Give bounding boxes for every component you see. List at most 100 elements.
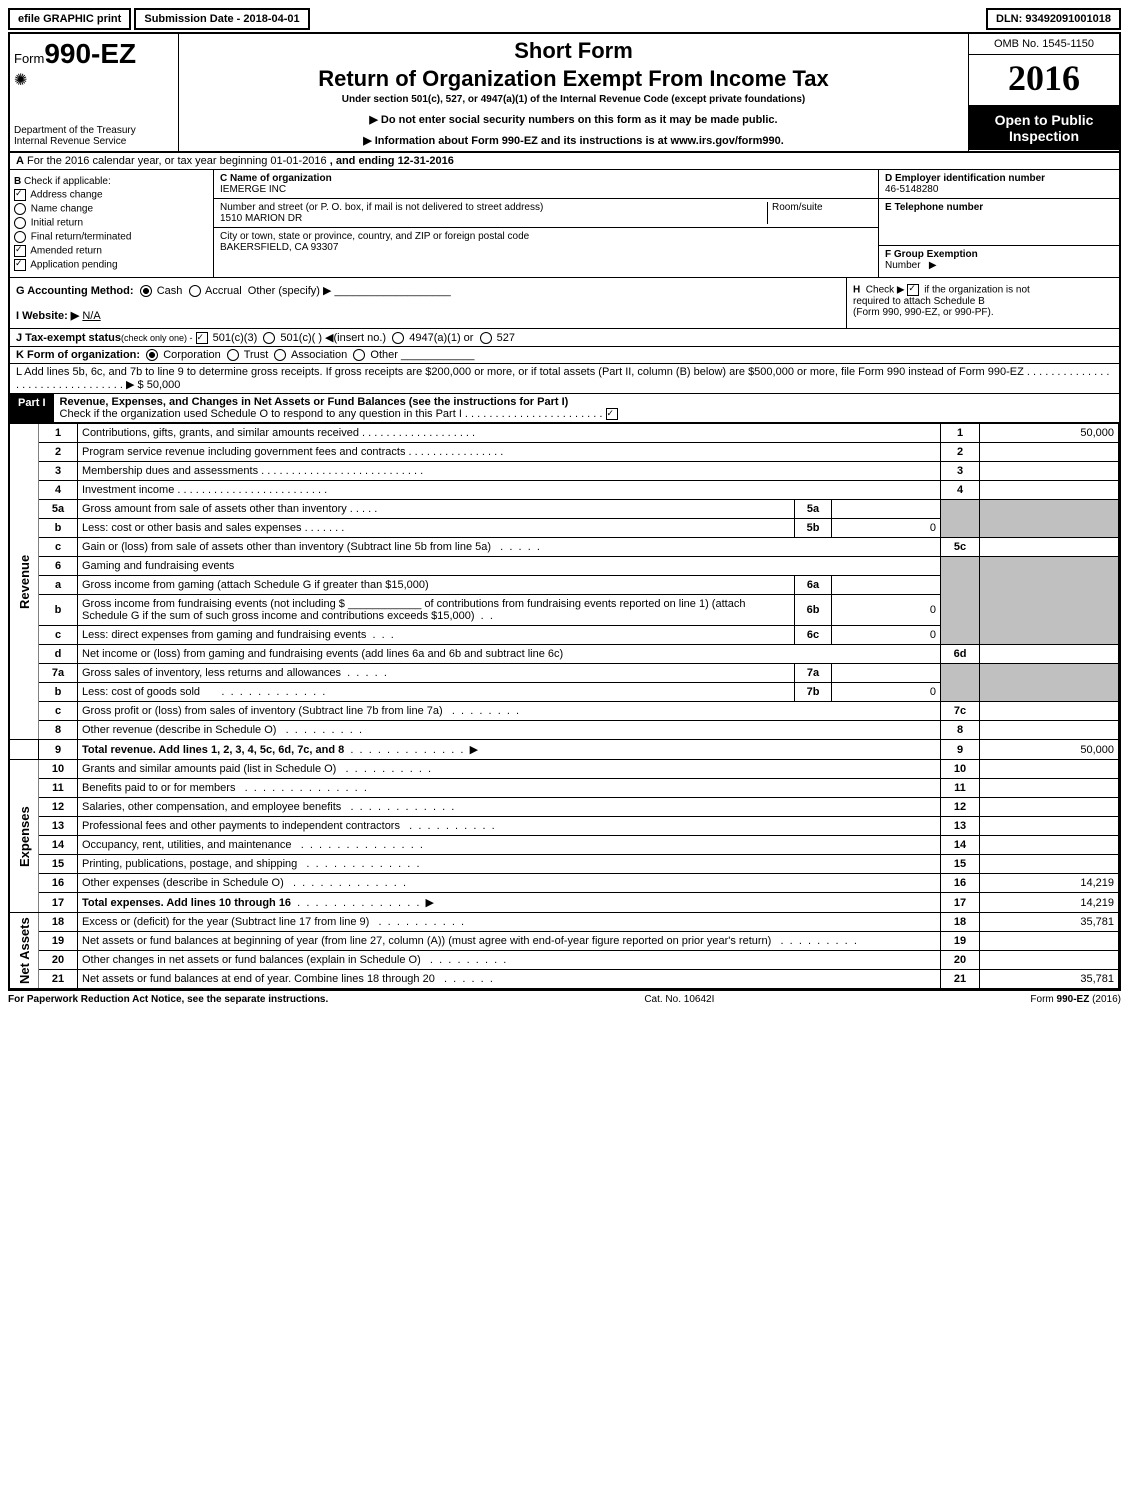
radio-accrual[interactable] bbox=[189, 285, 201, 297]
checkbox-final-return[interactable] bbox=[14, 231, 26, 243]
cb-other[interactable] bbox=[353, 349, 365, 361]
checkbox-amended-return[interactable] bbox=[14, 245, 26, 257]
l6-num: 6 bbox=[39, 557, 78, 576]
l5c-num: c bbox=[39, 538, 78, 557]
l10-desc: Grants and similar amounts paid (list in… bbox=[82, 763, 336, 775]
l8-desc: Other revenue (describe in Schedule O) bbox=[82, 724, 276, 736]
open-to-public: Open to Public Inspection bbox=[969, 106, 1119, 150]
l8-val bbox=[980, 721, 1119, 740]
l6b-num: b bbox=[39, 595, 78, 626]
l2-val bbox=[980, 443, 1119, 462]
l-text: L Add lines 5b, 6c, and 7b to line 9 to … bbox=[16, 366, 1024, 378]
j-o1: 501(c)(3) bbox=[213, 332, 258, 344]
l6b-sv: 0 bbox=[832, 595, 941, 626]
main-title: Return of Organization Exempt From Incom… bbox=[187, 66, 960, 92]
g-other: Other (specify) ▶ bbox=[248, 285, 332, 297]
open-line2: Inspection bbox=[971, 128, 1117, 144]
k-label: K Form of organization: bbox=[16, 349, 140, 361]
tax-year: 2016 bbox=[969, 55, 1119, 106]
l16-num: 16 bbox=[39, 874, 78, 893]
form-prefix: Form bbox=[14, 51, 44, 66]
l7b-num: b bbox=[39, 683, 78, 702]
checkbox-address-change[interactable] bbox=[14, 189, 26, 201]
part1-badge: Part I bbox=[10, 394, 54, 422]
l20-val bbox=[980, 951, 1119, 970]
l13-desc: Professional fees and other payments to … bbox=[82, 820, 400, 832]
l6a-sn: 6a bbox=[795, 576, 832, 595]
lines-table: Revenue 1 Contributions, gifts, grants, … bbox=[10, 423, 1119, 989]
a-ending: , and ending 12-31-2016 bbox=[330, 155, 454, 167]
l4-num: 4 bbox=[39, 481, 78, 500]
header-center: Short Form Return of Organization Exempt… bbox=[179, 34, 968, 151]
cb-4947[interactable] bbox=[392, 332, 404, 344]
opt-name-change: Name change bbox=[31, 204, 93, 215]
l6a-sv bbox=[832, 576, 941, 595]
l6d-desc: Net income or (loss) from gaming and fun… bbox=[82, 648, 563, 660]
l7-shaded bbox=[941, 664, 980, 702]
open-line1: Open to Public bbox=[971, 112, 1117, 128]
header-right: OMB No. 1545-1150 2016 Open to Public In… bbox=[968, 34, 1119, 151]
l19-desc: Net assets or fund balances at beginning… bbox=[82, 935, 771, 947]
l17-val: 14,219 bbox=[980, 893, 1119, 913]
part1-check: Check if the organization used Schedule … bbox=[60, 408, 462, 420]
footer-left: For Paperwork Reduction Act Notice, see … bbox=[8, 994, 328, 1005]
subtitle: Under section 501(c), 527, or 4947(a)(1)… bbox=[187, 94, 960, 105]
city-value: BAKERSFIELD, CA 93307 bbox=[220, 242, 338, 253]
l19-ln: 19 bbox=[941, 932, 980, 951]
checkbox-name-change[interactable] bbox=[14, 203, 26, 215]
l16-desc: Other expenses (describe in Schedule O) bbox=[82, 877, 284, 889]
c-label: C Name of organization bbox=[220, 173, 332, 184]
l6d-num: d bbox=[39, 645, 78, 664]
checkbox-h[interactable] bbox=[907, 284, 919, 296]
l3-ln: 3 bbox=[941, 462, 980, 481]
l7c-desc: Gross profit or (loss) from sales of inv… bbox=[82, 705, 443, 717]
cb-corporation[interactable] bbox=[146, 349, 158, 361]
g-accrual: Accrual bbox=[205, 285, 242, 297]
l15-val bbox=[980, 855, 1119, 874]
l1-val: 50,000 bbox=[980, 424, 1119, 443]
l21-val: 35,781 bbox=[980, 970, 1119, 989]
radio-cash[interactable] bbox=[140, 285, 152, 297]
l6d-ln: 6d bbox=[941, 645, 980, 664]
checkbox-application-pending[interactable] bbox=[14, 259, 26, 271]
l14-num: 14 bbox=[39, 836, 78, 855]
section-c: C Name of organization IEMERGE INC Numbe… bbox=[214, 170, 878, 277]
part1-checkbox[interactable] bbox=[606, 408, 618, 420]
dept-treasury: Department of the Treasury bbox=[14, 125, 136, 136]
l4-val bbox=[980, 481, 1119, 500]
cb-527[interactable] bbox=[480, 332, 492, 344]
cb-501c3[interactable] bbox=[196, 332, 208, 344]
l10-val bbox=[980, 760, 1119, 779]
l17-ln: 17 bbox=[941, 893, 980, 913]
short-form-title: Short Form bbox=[187, 38, 960, 64]
l8-num: 8 bbox=[39, 721, 78, 740]
l17-num: 17 bbox=[39, 893, 78, 913]
d-label: D Employer identification number bbox=[885, 173, 1045, 184]
l19-num: 19 bbox=[39, 932, 78, 951]
room-label: Room/suite bbox=[772, 202, 823, 213]
l5b-sn: 5b bbox=[795, 519, 832, 538]
note-ssn: ▶ Do not enter social security numbers o… bbox=[187, 113, 960, 126]
cb-association[interactable] bbox=[274, 349, 286, 361]
l20-desc: Other changes in net assets or fund bala… bbox=[82, 954, 421, 966]
opt-initial-return: Initial return bbox=[31, 218, 83, 229]
l6c-sv: 0 bbox=[832, 626, 941, 645]
dept-irs: Internal Revenue Service bbox=[14, 136, 136, 147]
l4-desc: Investment income bbox=[82, 484, 174, 496]
l2-num: 2 bbox=[39, 443, 78, 462]
dln-box: DLN: 93492091001018 bbox=[986, 8, 1121, 30]
l18-val: 35,781 bbox=[980, 913, 1119, 932]
checkbox-initial-return[interactable] bbox=[14, 217, 26, 229]
cb-501c[interactable] bbox=[263, 332, 275, 344]
submission-box: Submission Date - 2018-04-01 bbox=[134, 8, 309, 30]
l9-desc: Total revenue. Add lines 1, 2, 3, 4, 5c,… bbox=[82, 744, 344, 756]
l15-ln: 15 bbox=[941, 855, 980, 874]
j-sub: (check only one) - bbox=[121, 333, 193, 343]
cb-trust[interactable] bbox=[227, 349, 239, 361]
form-frame: Form990-EZ ✺ Department of the Treasury … bbox=[8, 32, 1121, 991]
footer-right: Form 990-EZ (2016) bbox=[1030, 994, 1121, 1005]
f-label2: Number bbox=[885, 260, 921, 271]
treasury-seal-icon: ✺ bbox=[14, 70, 174, 90]
l6d-val bbox=[980, 645, 1119, 664]
l7a-desc: Gross sales of inventory, less returns a… bbox=[82, 667, 341, 679]
